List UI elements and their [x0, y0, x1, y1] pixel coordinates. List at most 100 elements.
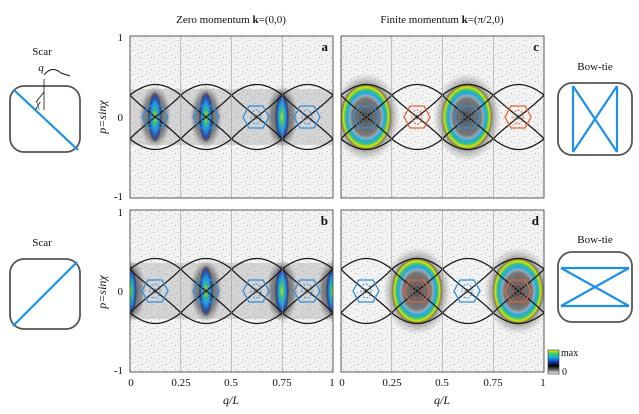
- xtick-right-025: 0.25: [382, 377, 402, 389]
- panel-a-orbit-inner-3: [301, 109, 313, 125]
- panel-d: d: [340, 209, 545, 373]
- panel-d-island-inner-3: [509, 280, 527, 302]
- inset-bottom-left-orbit: [12, 261, 78, 327]
- xtick-left-075: 0.75: [272, 377, 292, 389]
- panel-b-orbit-3: [293, 279, 321, 303]
- xtick-right-075: 0.75: [483, 377, 503, 389]
- panel-c-separatrix-12: [492, 83, 544, 96]
- panel-d-frame: [340, 209, 545, 373]
- panel-c-orbit-inner-1: [411, 109, 423, 125]
- panel-d-separatrix-1: [341, 312, 393, 325]
- panel-c-frame: [340, 35, 545, 199]
- panel-d-center-3: [515, 288, 521, 294]
- panel-b-separatrix-3: [130, 268, 182, 314]
- column-title-left: Zero momentum k=(0,0): [176, 14, 286, 26]
- panel-b-separatrix-7: [180, 268, 232, 314]
- panel-d-orbit-1: [403, 279, 431, 303]
- inset-q-label: q: [38, 62, 44, 74]
- panel-c-separatrix-13: [492, 138, 544, 151]
- panel-a-separatrix-5: [180, 138, 232, 151]
- panel-c-separatrix-0: [341, 83, 393, 96]
- panel-c-center-3: [515, 114, 521, 120]
- panel-b-separatrix-11: [231, 268, 283, 314]
- xtick-left-1: 1: [329, 377, 335, 389]
- panel-b-separatrix-13: [281, 312, 333, 325]
- panel-d-separatrix-8: [442, 257, 494, 270]
- panel-b-separatrix-4: [180, 257, 232, 270]
- panel-b-center-0: [152, 288, 158, 294]
- panel-d-center-0: [363, 288, 369, 294]
- panel-c-center-2: [464, 114, 470, 120]
- panel-b-separatrix-15: [281, 268, 333, 314]
- panel-d-island-inner-1: [408, 280, 426, 302]
- ytick-top-0: 0: [118, 112, 124, 124]
- panel-b-separatrix-12: [281, 257, 333, 270]
- inset-bottom-right-title: Bow-tie: [577, 234, 613, 246]
- panel-d-letter: d: [532, 213, 540, 228]
- panel-d-center-2: [464, 288, 470, 294]
- ytick-bottom-neg1: -1: [114, 365, 123, 377]
- inset-top-left-title: Scar: [32, 46, 52, 58]
- panel-a-center-0: [152, 114, 158, 120]
- panel-a-separatrix-15: [281, 94, 333, 140]
- panel-c-orbit-2: [453, 105, 481, 129]
- panel-c-separatrix-7: [391, 94, 443, 140]
- panel-c-separatrix-3: [341, 94, 393, 140]
- panel-d-separatrix-4: [391, 257, 443, 270]
- panel-d-orbit-inner-1: [411, 283, 423, 299]
- panel-c-separatrix-8: [442, 83, 494, 96]
- panel-c-separatrix-15: [492, 94, 544, 140]
- panel-a-frame: [129, 35, 334, 199]
- panel-a-separatrix-3: [130, 94, 182, 140]
- panel-c-orbit-inner-3: [512, 109, 524, 125]
- panel-d-separatrix-3: [341, 268, 393, 314]
- panel-b-center-2: [253, 288, 259, 294]
- panel-c-separatrix-9: [442, 138, 494, 151]
- inset-angle-line: [35, 91, 45, 103]
- panel-c-orbit-3: [504, 105, 532, 129]
- panel-a-orbit-2: [242, 105, 270, 129]
- panel-b-orbit-inner-2: [250, 283, 262, 299]
- panel-b-separatrix-0: [130, 257, 182, 270]
- ytick-top-1: 1: [118, 32, 124, 44]
- xtick-left-05: 0.5: [224, 377, 238, 389]
- panel-d-center-1: [414, 288, 420, 294]
- panel-a-orbit-3: [293, 105, 321, 129]
- panel-a-separatrix-8: [231, 83, 283, 96]
- panel-c-orbit-inner-0: [360, 109, 372, 125]
- inset-chi-label: χ: [35, 99, 41, 110]
- panel-b-separatrix-5: [180, 312, 232, 325]
- panel-c-separatrix-11: [442, 94, 494, 140]
- panel-a-orbit-inner-0: [149, 109, 161, 125]
- panel-b-separatrix-1: [130, 312, 182, 325]
- panel-a-separatrix-12: [281, 83, 333, 96]
- panel-c-separatrix-4: [391, 83, 443, 96]
- panel-d-separatrix-7: [391, 268, 443, 314]
- panel-a: a: [129, 35, 334, 199]
- panel-c-center-0: [363, 114, 369, 120]
- panel-a-orbit-0: [141, 105, 169, 129]
- panel-b-hotspot-3: [326, 265, 333, 317]
- ytick-top-neg1: -1: [114, 191, 123, 203]
- panel-b-center-1: [203, 288, 209, 294]
- ylabel-top: p=sinχ: [95, 100, 109, 135]
- panel-d-separatrix-9: [442, 312, 494, 325]
- panel-c-orbit-0: [352, 105, 380, 129]
- panel-b-separatrix-9: [231, 312, 283, 325]
- ylabel-bottom: p=sinχ: [95, 275, 109, 310]
- panel-a-separatrix-13: [281, 138, 333, 151]
- panel-b-orbit-inner-0: [149, 283, 161, 299]
- panel-b-frame: [129, 209, 334, 373]
- panel-c-island-inner-0: [357, 106, 375, 128]
- panel-c-orbit-inner-2: [461, 109, 473, 125]
- xlabel-left: q/L: [223, 393, 239, 407]
- panel-b-orbit-0: [141, 279, 169, 303]
- panel-b-letter: b: [321, 213, 328, 228]
- panel-d-orbit-inner-2: [461, 283, 473, 299]
- panel-b-hotspot-0: [130, 265, 137, 317]
- colorbar: [547, 349, 560, 375]
- panel-c-separatrix-5: [391, 138, 443, 151]
- ytick-bottom-0: 0: [118, 286, 124, 298]
- panel-d-separatrix-12: [492, 257, 544, 270]
- inset-bottom-left-title: Scar: [32, 237, 52, 249]
